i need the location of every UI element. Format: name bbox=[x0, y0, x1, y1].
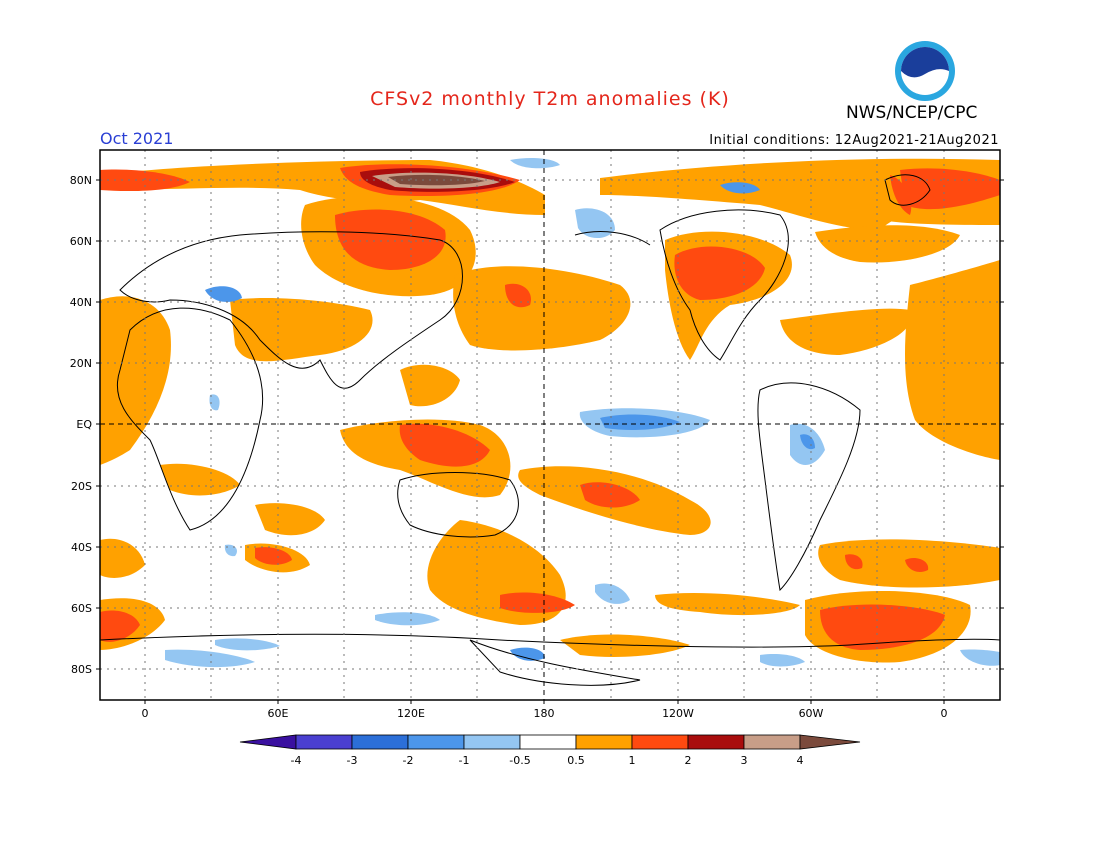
colorbar: -4 -3 -2 -1 -0.5 0.5 1 2 3 4 bbox=[239, 734, 861, 767]
colorbar-label: -4 bbox=[291, 754, 302, 767]
lat-labels: 80N 60N 40N 20N EQ 20S 40S 60S 80S bbox=[70, 174, 93, 676]
cool-anomaly-light bbox=[165, 157, 1000, 668]
chart-title: CFSv2 monthly T2m anomalies (K) bbox=[370, 88, 730, 110]
lon-label-0-east: 0 bbox=[941, 707, 948, 720]
lon-label-120w: 120W bbox=[662, 707, 694, 720]
lon-label-60e: 60E bbox=[268, 707, 289, 720]
colorbar-label: 4 bbox=[797, 754, 804, 767]
colorbar-bin bbox=[519, 734, 577, 750]
lat-label-40n: 40N bbox=[70, 296, 92, 309]
lat-label-80n: 80N bbox=[70, 174, 92, 187]
colorbar-bin bbox=[351, 734, 409, 750]
anomaly-fields bbox=[100, 157, 1000, 686]
coastlines bbox=[100, 174, 1000, 686]
lon-label-0: 0 bbox=[142, 707, 149, 720]
colorbar-label: -2 bbox=[403, 754, 414, 767]
initial-conditions: Initial conditions: 12Aug2021-21Aug2021 bbox=[709, 133, 999, 148]
map-frame bbox=[99, 149, 1001, 701]
lat-ticks bbox=[96, 179, 1004, 704]
lon-label-120e: 120E bbox=[397, 707, 425, 720]
colorbar-bin bbox=[687, 734, 745, 750]
colorbar-label: -3 bbox=[347, 754, 358, 767]
cool-anomaly-mid bbox=[205, 182, 815, 661]
lat-label-60s: 60S bbox=[71, 602, 92, 615]
lat-label-80s: 80S bbox=[71, 663, 92, 676]
colorbar-label: 3 bbox=[741, 754, 748, 767]
lon-label-180: 180 bbox=[534, 707, 555, 720]
forecast-month: Oct 2021 bbox=[100, 129, 174, 148]
lon-label-60w: 60W bbox=[799, 707, 824, 720]
colorbar-bin bbox=[631, 734, 689, 750]
colorbar-label: 0.5 bbox=[567, 754, 585, 767]
colorbar-label: -0.5 bbox=[509, 754, 530, 767]
lat-label-60n: 60N bbox=[70, 235, 92, 248]
colorbar-bin bbox=[295, 734, 353, 750]
lat-label-20s: 20S bbox=[71, 480, 92, 493]
lat-label-40s: 40S bbox=[71, 541, 92, 554]
colorbar-bin bbox=[743, 734, 801, 750]
noaa-logo-icon bbox=[895, 41, 955, 101]
colorbar-label: -1 bbox=[459, 754, 470, 767]
colorbar-arrow-left bbox=[239, 734, 297, 750]
colorbar-bin bbox=[575, 734, 633, 750]
warm-anomaly-light bbox=[100, 158, 1000, 663]
colorbar-label: 2 bbox=[685, 754, 692, 767]
colorbar-bin bbox=[407, 734, 465, 750]
lon-labels: 0 60E 120E 180 120W 60W 0 bbox=[142, 707, 948, 720]
lat-label-eq: EQ bbox=[76, 418, 92, 431]
agency-label: NWS/NCEP/CPC bbox=[846, 103, 978, 123]
colorbar-label: 1 bbox=[629, 754, 636, 767]
colorbar-bin bbox=[463, 734, 521, 750]
colorbar-arrow-right bbox=[799, 734, 861, 750]
graticule bbox=[100, 150, 1000, 700]
lat-label-20n: 20N bbox=[70, 357, 92, 370]
